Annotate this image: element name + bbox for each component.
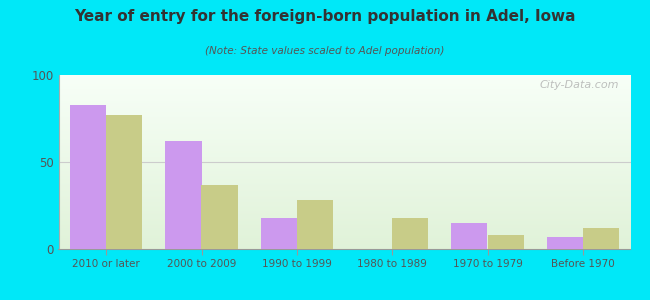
Bar	[70, 105, 106, 249]
Bar	[261, 218, 297, 249]
Text: Year of entry for the foreign-born population in Adel, Iowa: Year of entry for the foreign-born popul…	[74, 9, 576, 24]
Bar	[488, 235, 524, 249]
Bar	[106, 115, 142, 249]
Bar	[583, 228, 619, 249]
Bar	[202, 184, 238, 249]
Text: (Note: State values scaled to Adel population): (Note: State values scaled to Adel popul…	[205, 46, 445, 56]
Text: City-Data.com: City-Data.com	[540, 80, 619, 90]
Bar	[451, 223, 488, 249]
Bar	[297, 200, 333, 249]
Bar	[165, 141, 202, 249]
Bar	[392, 218, 428, 249]
Bar	[547, 237, 583, 249]
